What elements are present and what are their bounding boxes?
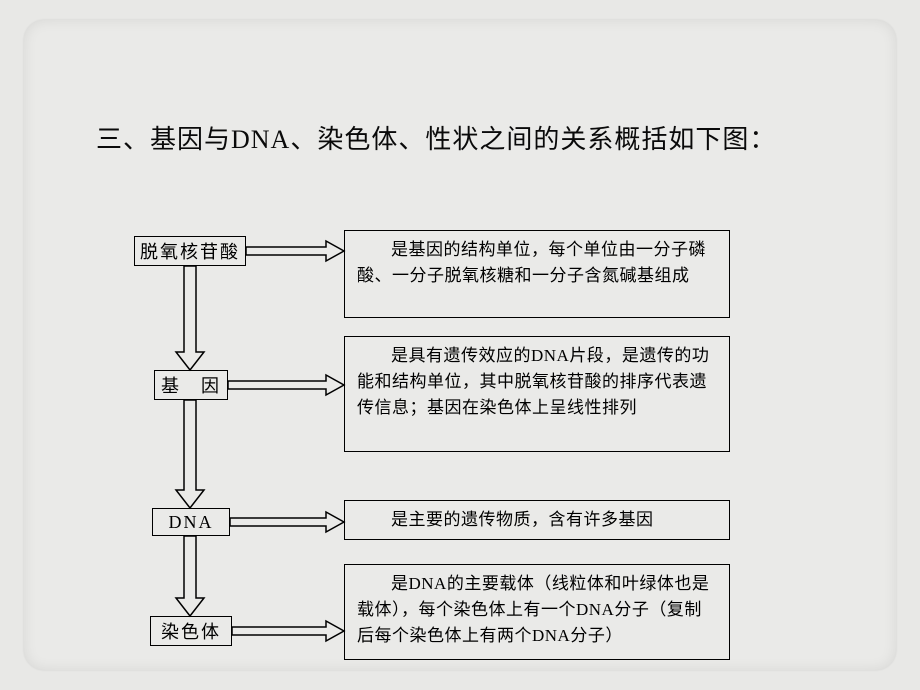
h-arrow — [232, 621, 344, 641]
desc-d1: 是基因的结构单位，每个单位由一分子磷酸、一分子脱氧核糖和一分子含氮碱基组成 — [344, 230, 730, 318]
h-arrow — [246, 241, 344, 261]
node-n2: 基 因 — [154, 370, 228, 400]
v-arrow — [176, 266, 204, 370]
h-arrow — [228, 375, 344, 395]
node-n3: DNA — [152, 508, 230, 536]
node-n1: 脱氧核苷酸 — [134, 236, 246, 266]
slide-frame: 三、基因与DNA、染色体、性状之间的关系概括如下图： 脱氧核苷酸基 因 DNA 染色… — [24, 20, 896, 670]
node-n4: 染色体 — [150, 616, 232, 646]
v-arrow — [176, 400, 204, 508]
section-title: 三、基因与DNA、染色体、性状之间的关系概括如下图： — [96, 120, 876, 160]
flow-diagram: 脱氧核苷酸基 因 DNA 染色体 是基因的结构单位，每个单位由一分子磷酸、一分子脱氧核… — [134, 230, 834, 670]
desc-d4: 是DNA的主要载体（线粒体和叶绿体也是载体），每个染色体上有一个DNA分子（复制… — [344, 564, 730, 660]
v-arrow — [176, 536, 204, 616]
h-arrow — [230, 512, 344, 532]
desc-d3: 是主要的遗传物质，含有许多基因 — [344, 500, 730, 540]
desc-d2: 是具有遗传效应的DNA片段，是遗传的功能和结构单位，其中脱氧核苷酸的排序代表遗传… — [344, 336, 730, 452]
